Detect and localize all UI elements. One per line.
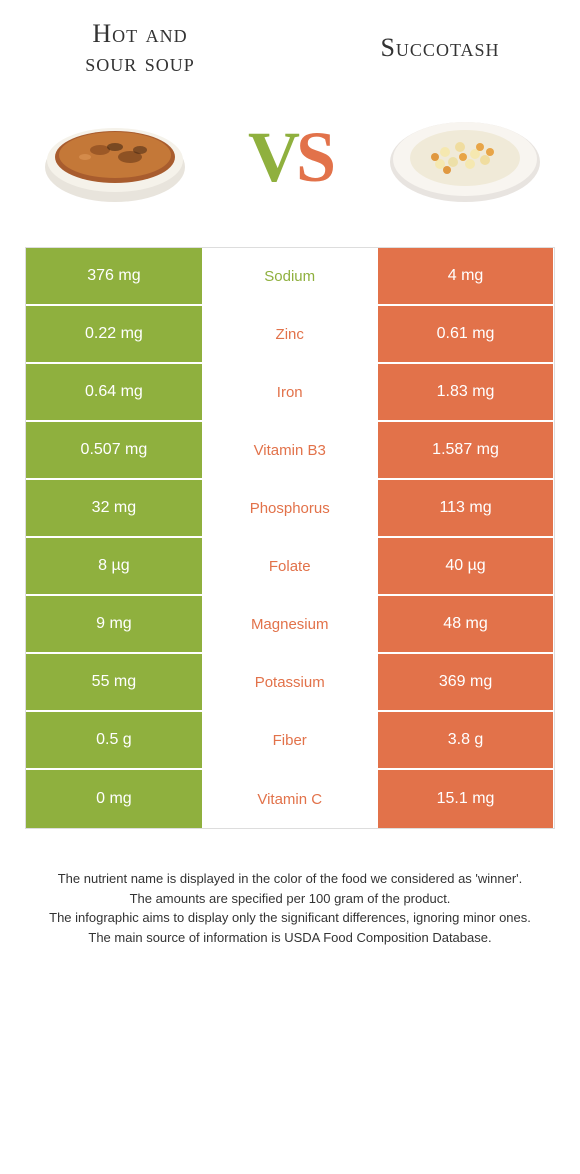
food-title-left: Hot and sour soup — [40, 20, 240, 77]
value-right: 48 mg — [378, 596, 554, 652]
value-left: 0.507 mg — [26, 422, 202, 478]
value-left: 0.22 mg — [26, 306, 202, 362]
value-right: 113 mg — [378, 480, 554, 536]
nutrient-name: Zinc — [202, 306, 378, 362]
value-right: 1.587 mg — [378, 422, 554, 478]
value-right: 40 µg — [378, 538, 554, 594]
value-right: 1.83 mg — [378, 364, 554, 420]
nutrient-name: Phosphorus — [202, 480, 378, 536]
footnote-line: The main source of information is USDA F… — [30, 928, 550, 948]
soup-bowl-icon — [35, 102, 195, 212]
food-title-right: Succotash — [340, 34, 540, 63]
value-right: 3.8 g — [378, 712, 554, 768]
nutrient-row: 0.5 gFiber3.8 g — [26, 712, 554, 770]
value-right: 0.61 mg — [378, 306, 554, 362]
footnote-line: The amounts are specified per 100 gram o… — [30, 889, 550, 909]
nutrient-table: 376 mgSodium4 mg0.22 mgZinc0.61 mg0.64 m… — [25, 247, 555, 829]
food-image-left — [30, 97, 200, 217]
vs-s: S — [296, 117, 332, 197]
value-left: 0 mg — [26, 770, 202, 828]
value-left: 0.64 mg — [26, 364, 202, 420]
nutrient-row: 8 µgFolate40 µg — [26, 538, 554, 596]
footnotes: The nutrient name is displayed in the co… — [0, 869, 580, 947]
footnote-line: The nutrient name is displayed in the co… — [30, 869, 550, 889]
nutrient-row: 55 mgPotassium369 mg — [26, 654, 554, 712]
header: Hot and sour soup Succotash — [0, 0, 580, 87]
nutrient-name: Magnesium — [202, 596, 378, 652]
value-left: 8 µg — [26, 538, 202, 594]
nutrient-row: 9 mgMagnesium48 mg — [26, 596, 554, 654]
value-right: 4 mg — [378, 248, 554, 304]
nutrient-name: Potassium — [202, 654, 378, 710]
value-left: 0.5 g — [26, 712, 202, 768]
succotash-plate-icon — [385, 102, 545, 212]
nutrient-row: 0.64 mgIron1.83 mg — [26, 364, 554, 422]
value-left: 9 mg — [26, 596, 202, 652]
nutrient-row: 32 mgPhosphorus113 mg — [26, 480, 554, 538]
nutrient-name: Vitamin B3 — [202, 422, 378, 478]
vs-v: V — [248, 117, 296, 197]
value-left: 32 mg — [26, 480, 202, 536]
nutrient-row: 0.22 mgZinc0.61 mg — [26, 306, 554, 364]
images-row: VS — [0, 87, 580, 247]
nutrient-row: 376 mgSodium4 mg — [26, 248, 554, 306]
nutrient-name: Fiber — [202, 712, 378, 768]
nutrient-name: Sodium — [202, 248, 378, 304]
vs-label: VS — [248, 116, 332, 199]
nutrient-name: Vitamin C — [202, 770, 378, 828]
value-left: 55 mg — [26, 654, 202, 710]
value-left: 376 mg — [26, 248, 202, 304]
value-right: 15.1 mg — [378, 770, 554, 828]
footnote-line: The infographic aims to display only the… — [30, 908, 550, 928]
nutrient-name: Folate — [202, 538, 378, 594]
nutrient-row: 0.507 mgVitamin B31.587 mg — [26, 422, 554, 480]
food-image-right — [380, 97, 550, 217]
value-right: 369 mg — [378, 654, 554, 710]
nutrient-row: 0 mgVitamin C15.1 mg — [26, 770, 554, 828]
nutrient-name: Iron — [202, 364, 378, 420]
